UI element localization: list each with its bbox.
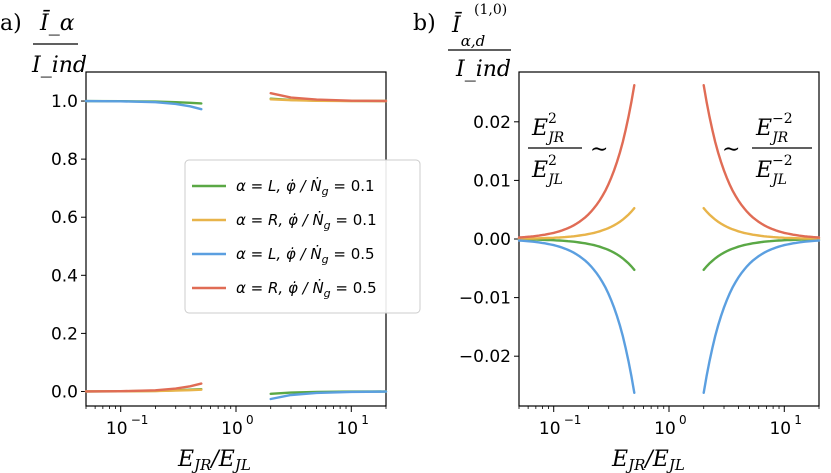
panel-a-ylabel-denominator: I_ind: [31, 53, 87, 78]
series-line-left: [517, 239, 636, 394]
y-tick-label: 1.0: [51, 92, 78, 112]
panel-b-ylabel-numerator: Īα,d: [451, 12, 485, 50]
annotation-right-denominator-sup: −2: [772, 153, 793, 169]
y-tick-label: 0.00: [473, 230, 511, 250]
x-tick-exponent: 0: [246, 413, 254, 427]
panel-b-ylabel-superscript: (1,0): [474, 2, 507, 18]
panel-b-x-ticks: 10 −1 10 0 10 1: [518, 406, 820, 439]
x-tick-label: 10: [106, 419, 128, 439]
annotation-right-tilde: ∼: [722, 137, 740, 162]
series-line-right: [702, 238, 821, 271]
series-line-left: [517, 83, 636, 239]
y-tick-label: 0.6: [51, 208, 78, 228]
legend-label: α = R, φ̇ / Ṅg = 0.5: [236, 278, 377, 300]
y-tick-label: 0.2: [51, 324, 78, 344]
annotation-left-numerator: EJR: [531, 116, 565, 146]
x-tick-label: 10: [769, 419, 791, 439]
y-tick-label: 0.0: [51, 382, 78, 402]
annotation-left-denominator-sup: 2: [548, 153, 557, 169]
annotation-left: EJR 2 EJL 2 ∼: [528, 111, 608, 188]
panel-b-y-ticks: −0.02 −0.01 0.00 0.01 0.02: [459, 113, 519, 367]
series-line-left: [517, 206, 636, 240]
x-tick-label: 10: [654, 419, 676, 439]
annotation-left-numerator-sup: 2: [548, 111, 557, 127]
legend-box: [184, 159, 421, 314]
series-line-left: [517, 238, 636, 271]
panel-a-x-ticks: 10 −1 10 0 10 1: [85, 406, 387, 439]
panel-a-y-ticks: 0.0 0.2 0.4 0.6 0.8 1.0: [51, 92, 86, 402]
x-tick-label: 10: [221, 419, 243, 439]
panel-a-ylabel: Ī_α I_ind: [31, 10, 87, 78]
x-tick-exponent: 1: [794, 413, 802, 427]
x-tick-label: 10: [336, 419, 358, 439]
series-line: [84, 382, 203, 393]
y-tick-label: 0.01: [473, 171, 511, 191]
panel-b-xlabel: EJR/EJL: [611, 447, 685, 473]
panel-a: a) Ī_α I_ind 0.00.20.40.60.81.0 10 −1 10 0 1…: [0, 10, 421, 473]
legend-label: α = L, φ̇ / Ṅg = 0.1: [236, 176, 375, 198]
panel-a-ylabel-numerator-text: Ī_α: [39, 10, 75, 36]
annotation-right-denominator: EJL: [755, 158, 787, 188]
y-tick-label: 0.8: [51, 150, 78, 170]
series-line-right: [702, 239, 821, 394]
legend-label: α = L, φ̇ / Ṅg = 0.5: [236, 244, 375, 266]
series-line-right: [702, 83, 821, 239]
panel-a-xlabel: EJR/EJL: [177, 447, 251, 473]
annotation-right-numerator: EJR: [755, 116, 789, 146]
x-tick-exponent: 1: [361, 413, 369, 427]
series-line: [269, 390, 388, 401]
y-tick-label: −0.02: [459, 347, 511, 367]
panel-b-ylabel: Īα,d (1,0) I_ind: [448, 2, 511, 82]
y-tick-label: 0.4: [51, 266, 78, 286]
panel-a-series: [84, 91, 388, 401]
legend-entries: α = L, φ̇ / Ṅg = 0.1 α = R, φ̇ / Ṅg = 0.1…: [192, 176, 377, 300]
annotation-right: ∼ EJR −2 EJL −2: [722, 111, 812, 188]
y-tick-label: −0.01: [459, 289, 511, 309]
panel-a-ylabel-numerator: Ī_α: [39, 10, 75, 36]
legend-label: α = R, φ̇ / Ṅg = 0.1: [236, 210, 377, 232]
x-tick-exponent: −1: [131, 413, 149, 427]
panel-b-series: [517, 83, 821, 394]
series-line-right: [702, 206, 821, 240]
x-tick-exponent: 0: [679, 413, 687, 427]
y-tick-label: 0.02: [473, 113, 511, 133]
panel-a-tag: a): [0, 11, 22, 36]
series-line: [269, 91, 388, 103]
panel-a-legend: α = L, φ̇ / Ṅg = 0.1 α = R, φ̇ / Ṅg = 0.1…: [184, 159, 421, 314]
annotation-right-numerator-sup: −2: [772, 111, 793, 127]
panel-b-ylabel-denominator: I_ind: [455, 57, 511, 82]
x-tick-label: 10: [539, 419, 561, 439]
annotation-left-denominator: EJL: [531, 158, 563, 188]
x-tick-exponent: −1: [564, 413, 582, 427]
panel-b-tag: b): [413, 11, 436, 36]
annotation-left-tilde: ∼: [590, 137, 608, 162]
series-line: [84, 99, 203, 111]
panel-b: b) Īα,d (1,0) I_ind −0.02 −0.01 0.00 0.01 0.…: [413, 2, 821, 473]
